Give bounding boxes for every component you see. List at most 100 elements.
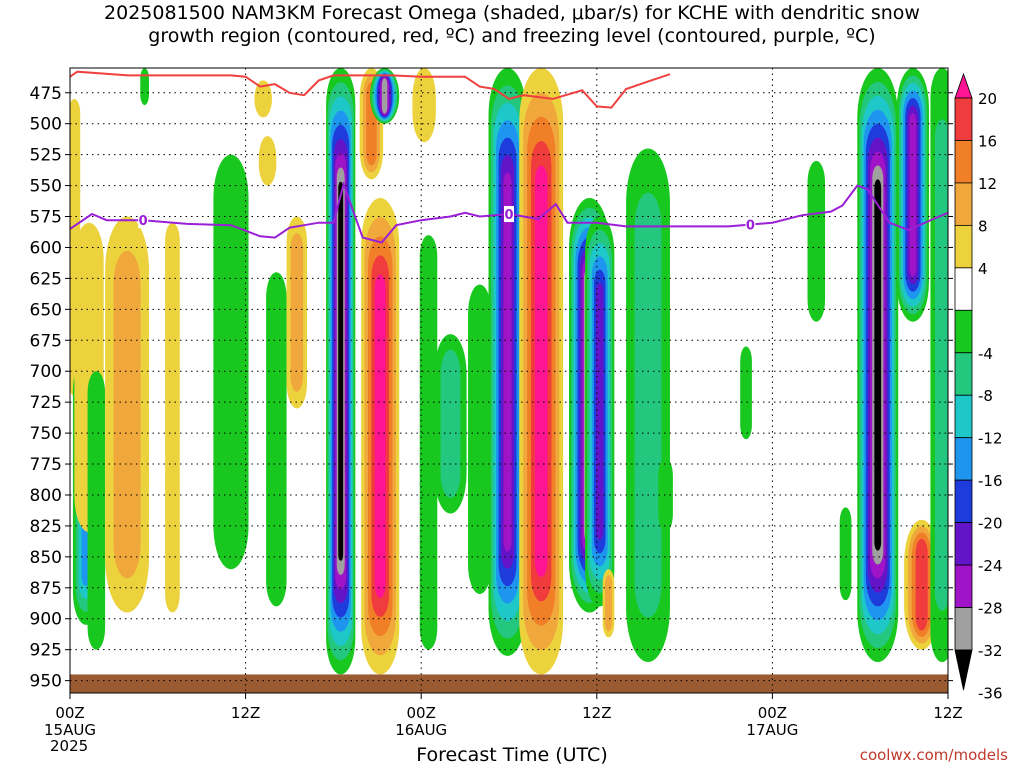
omega-contour-level [807, 160, 826, 322]
omega-cell-33 [930, 68, 948, 663]
colorbar-label: -4 [978, 345, 993, 363]
pressure-axis: 475 500 525 550 575 600 625 650 675 700 725 750 775 8… [30, 84, 953, 692]
colorbar-label: -8 [978, 387, 993, 405]
omega-contour-level [213, 154, 249, 570]
omega-contour-level [290, 233, 304, 392]
y-tick-label: 875 [30, 579, 62, 599]
omega-contour-level [412, 68, 436, 143]
colorbar-label: -24 [978, 557, 1003, 575]
omega-cell-19 [468, 284, 492, 594]
x-tick-date-label: 17AUG [746, 721, 798, 739]
colorbar-swatch [954, 309, 973, 354]
x-tick-label: 12Z [231, 704, 260, 722]
colorbar-swatch [954, 182, 973, 226]
y-tick-label: 575 [30, 208, 62, 228]
omega-contour-level [258, 136, 277, 186]
colorbar-swatch [954, 479, 973, 524]
x-tick-label: 00Z [758, 704, 787, 722]
colorbar-label: -36 [978, 684, 1003, 702]
omega-cell-10 [266, 272, 287, 607]
omega-cell-17 [419, 235, 438, 650]
omega-cell-14 [361, 197, 400, 675]
y-tick-label: 850 [30, 548, 62, 568]
x-tick-label: 00Z [407, 704, 436, 722]
omega-cell-11 [286, 216, 308, 409]
omega-contour-level [658, 457, 673, 533]
omega-contour-level [503, 172, 512, 552]
dgz-contour-line [70, 70, 671, 109]
omega-cell-8 [254, 80, 272, 118]
y-tick-label: 700 [30, 362, 62, 382]
colorbar-swatch [954, 224, 973, 269]
y-tick-label: 525 [30, 146, 62, 166]
colorbar-label: -16 [978, 472, 1003, 490]
colorbar-label: -20 [978, 515, 1003, 533]
omega-contour-level [440, 349, 461, 499]
grid-lines [69, 68, 949, 693]
omega-cell-26 [658, 457, 673, 533]
colorbar-label: 4 [978, 260, 988, 278]
y-tick-label: 500 [30, 115, 62, 135]
omega-cell-16 [412, 68, 436, 143]
contour-lines: 0 0 0 [70, 70, 948, 244]
y-tick-label: 475 [30, 84, 62, 104]
x-tick-date-label: 16AUG [395, 721, 447, 739]
omega-cell-28 [807, 160, 826, 322]
omega-cell-30 [857, 68, 899, 663]
chart-title: 2025081500 NAM3KM Forecast Omega (shaded… [0, 2, 1024, 48]
y-tick-label: 825 [30, 517, 62, 537]
x-tick-label: 00Z [55, 704, 84, 722]
omega-contour-level [374, 274, 386, 598]
omega-cell-24 [602, 569, 615, 638]
freezing-level-label: 0 [746, 219, 755, 234]
omega-cell-15 [369, 68, 400, 124]
omega-colorbar: 20 16 12 8 4 -4 -8 -12 -16 -20 -24 -28 -32 -36 [954, 72, 1003, 702]
omega-contour-level [934, 119, 948, 611]
y-tick-label: 550 [30, 177, 62, 197]
x-axis-title: Forecast Time (UTC) [416, 744, 608, 766]
colorbar-label: -28 [978, 600, 1003, 618]
y-tick-label: 600 [30, 238, 62, 258]
colorbar-label: 20 [978, 90, 997, 108]
y-tick-label: 775 [30, 455, 62, 475]
omega-contour-level [165, 222, 180, 613]
omega-contour-level [839, 507, 852, 601]
colorbar-label: 8 [978, 217, 988, 235]
omega-contour-level [468, 284, 492, 594]
omega-cell-29 [839, 507, 852, 601]
colorbar-swatch [954, 140, 973, 184]
y-tick-label: 800 [30, 486, 62, 506]
colorbar-swatch [954, 437, 973, 481]
colorbar-label: -12 [978, 430, 1003, 448]
freezing-label-bg [745, 216, 756, 233]
colorbar-swatch [954, 352, 973, 396]
omega-contour-level [87, 371, 106, 650]
colorbar-swatch [954, 267, 973, 311]
x-tick-label: 12Z [582, 704, 611, 722]
omega-contour-level [740, 346, 752, 440]
omega-shading [70, 68, 948, 675]
omega-contour-level [266, 272, 287, 607]
omega-contour-level [254, 80, 272, 118]
freezing-level-label: 0 [139, 214, 148, 229]
omega-contour-level [381, 78, 388, 114]
y-tick-label: 625 [30, 269, 62, 289]
omega-contour-level [915, 538, 928, 631]
omega-contour-level [419, 235, 438, 650]
omega-cell-7 [213, 154, 249, 570]
omega-contour-level [596, 282, 604, 540]
colorbar-bottom-arrow [954, 649, 973, 691]
freezing-label-bg [504, 206, 514, 223]
omega-cell-27 [740, 346, 752, 440]
y-tick-label: 725 [30, 393, 62, 413]
omega-cell-3 [87, 371, 106, 650]
colorbar-label: -32 [978, 642, 1003, 660]
omega-cell-18 [434, 334, 467, 514]
chart-title-line1: 2025081500 NAM3KM Forecast Omega (shaded… [104, 2, 920, 24]
y-tick-label: 650 [30, 300, 62, 320]
omega-contour-level [113, 250, 141, 579]
y-tick-label: 675 [30, 331, 62, 351]
ground-layer [70, 674, 948, 693]
